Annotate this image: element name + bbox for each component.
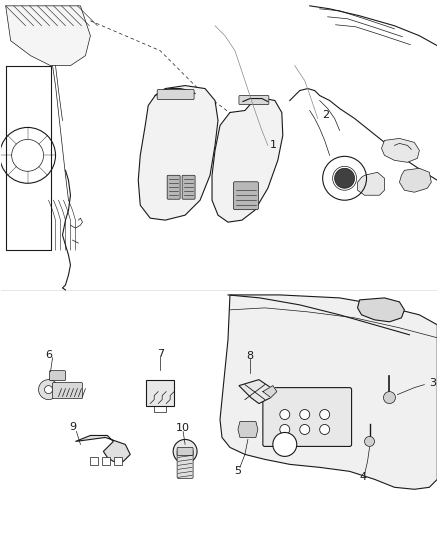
Polygon shape [357,298,404,322]
FancyBboxPatch shape [53,383,82,399]
Circle shape [335,168,355,188]
Polygon shape [263,385,277,398]
Polygon shape [6,6,90,66]
FancyBboxPatch shape [114,457,122,465]
Polygon shape [239,379,271,403]
Polygon shape [238,422,258,438]
Circle shape [45,385,53,393]
Text: 4: 4 [359,472,366,482]
Circle shape [364,437,374,447]
FancyBboxPatch shape [177,450,193,478]
Polygon shape [381,139,419,163]
FancyBboxPatch shape [146,379,174,406]
Polygon shape [399,168,431,192]
Circle shape [384,392,396,403]
Text: 9: 9 [69,423,76,432]
Circle shape [173,439,197,463]
Text: 7: 7 [157,349,164,359]
FancyBboxPatch shape [90,457,99,465]
Text: 6: 6 [45,350,52,360]
Text: 1: 1 [270,140,277,150]
Circle shape [300,424,310,434]
FancyBboxPatch shape [49,370,66,381]
Circle shape [280,409,290,419]
Text: 8: 8 [246,351,254,361]
Circle shape [320,424,330,434]
FancyBboxPatch shape [167,175,180,199]
Circle shape [39,379,59,400]
FancyBboxPatch shape [177,447,193,455]
Text: 5: 5 [234,466,241,477]
Polygon shape [220,295,437,489]
FancyBboxPatch shape [182,175,195,199]
Circle shape [280,424,290,434]
Polygon shape [357,172,385,195]
Circle shape [320,409,330,419]
Polygon shape [212,99,283,222]
Circle shape [300,409,310,419]
Polygon shape [138,86,218,220]
Text: 2: 2 [321,110,329,120]
Circle shape [273,432,297,456]
FancyBboxPatch shape [263,387,352,447]
Polygon shape [75,435,130,462]
Text: 3: 3 [429,378,436,387]
Text: 10: 10 [176,424,190,433]
FancyBboxPatch shape [157,90,194,100]
FancyBboxPatch shape [102,457,110,465]
FancyBboxPatch shape [233,182,258,209]
FancyBboxPatch shape [239,95,269,104]
